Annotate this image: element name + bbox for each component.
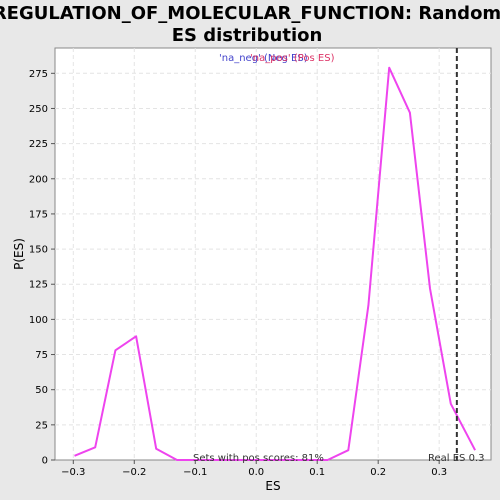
real-es-label: Real ES 0.3	[428, 453, 484, 464]
chart-title-line1: REGULATION_OF_MOLECULAR_FUNCTION: Random	[0, 3, 500, 24]
chart-title-line2: ES distribution	[172, 25, 323, 46]
legend-neg-entry: 'na_neg' (Neg ES)	[219, 53, 308, 64]
x-tick-label: 0.2	[370, 467, 386, 478]
x-axis-label: ES	[265, 479, 280, 493]
y-tick-label: 100	[29, 315, 48, 326]
x-tick-label: 0.1	[309, 467, 325, 478]
y-tick-label: 175	[29, 209, 48, 220]
x-tick-label: −0.1	[183, 467, 207, 478]
y-tick-label: 225	[29, 139, 48, 150]
y-axis-label: P(ES)	[12, 238, 26, 270]
plot-area	[54, 47, 492, 461]
x-tick-label: 0.0	[248, 467, 264, 478]
x-tick-label: −0.2	[122, 467, 146, 478]
legend-pos-entry: 'na_pos' (Pos ES)	[250, 53, 335, 64]
y-tick-label: 250	[29, 104, 48, 115]
y-axis-ticks: 0 25 50 75 100 125 150 175 200 225 250 275	[29, 69, 55, 467]
x-tick-label: 0.3	[431, 467, 447, 478]
y-tick-label: 275	[29, 69, 48, 80]
y-tick-label: 0	[42, 456, 48, 467]
pos-scores-annotation: Sets with pos scores: 81%	[193, 453, 324, 464]
y-tick-label: 125	[29, 280, 48, 291]
y-tick-label: 200	[29, 174, 48, 185]
y-tick-label: 150	[29, 245, 48, 256]
x-tick-label: −0.3	[61, 467, 85, 478]
y-tick-label: 50	[35, 385, 48, 396]
grid-lines	[55, 48, 491, 460]
es-series-line	[74, 66, 476, 461]
y-tick-label: 75	[35, 350, 48, 361]
y-tick-label: 25	[35, 420, 48, 431]
series-layer	[74, 66, 476, 461]
